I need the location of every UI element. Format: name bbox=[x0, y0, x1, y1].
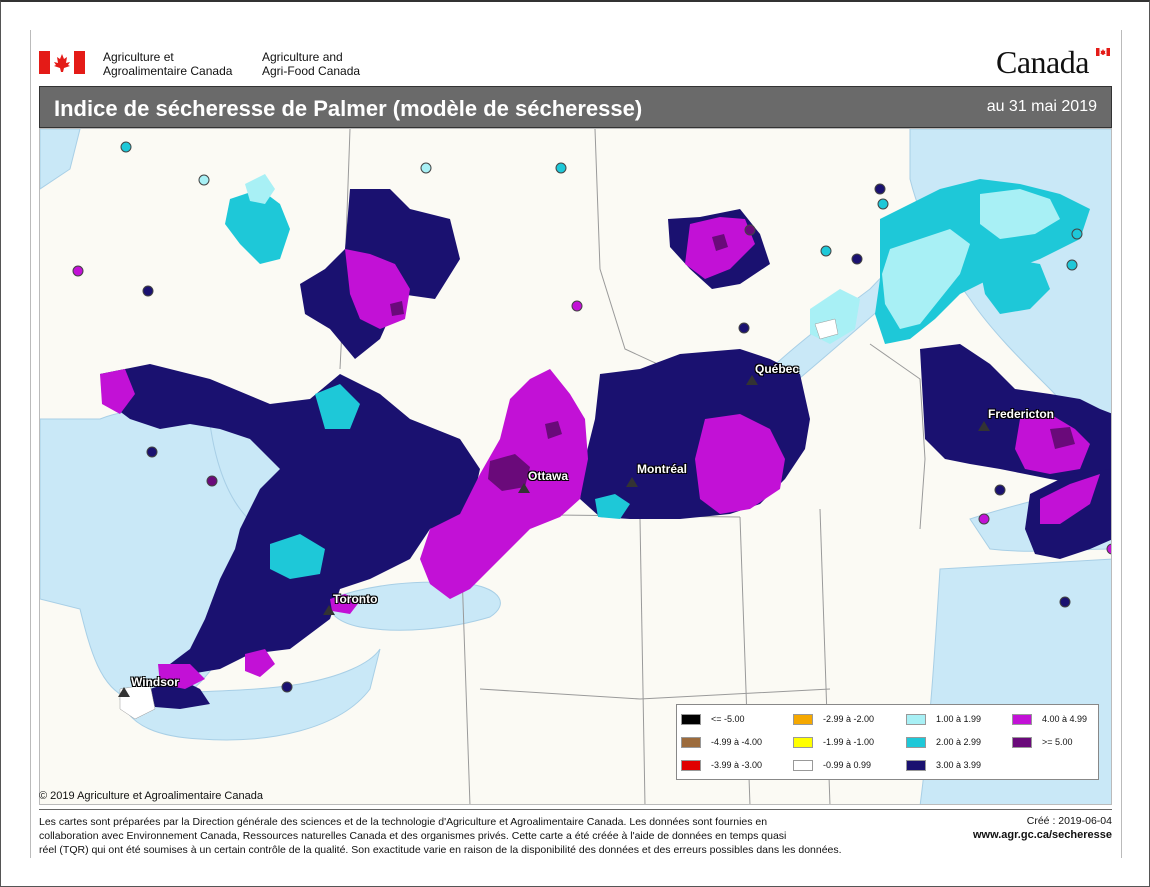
region-class-neutral bbox=[119, 318, 839, 720]
dept-fr-line2: Agroalimentaire Canada bbox=[103, 64, 233, 78]
gaspe-upper-lightcyan bbox=[980, 189, 1060, 239]
legend-label: 1.00 à 1.99 bbox=[936, 714, 982, 724]
gaspe-east-cyan bbox=[980, 259, 1050, 314]
footer-divider bbox=[39, 809, 1112, 810]
canada-wordmark: Canada bbox=[996, 44, 1089, 80]
footer-disclaimer: Les cartes sont préparées par la Directi… bbox=[39, 815, 919, 857]
dept-en-line1: Agriculture and bbox=[262, 50, 343, 64]
nb-purple bbox=[1050, 427, 1075, 449]
canada-flag-icon bbox=[39, 51, 85, 74]
map-legend: <= -5.00 -4.99 à -4.00 -3.99 à -3.00 -2.… bbox=[676, 704, 1099, 780]
legend-swatch bbox=[1012, 714, 1032, 725]
toronto-marker bbox=[323, 605, 335, 615]
windsor-area bbox=[150, 679, 210, 709]
department-name-english: Agriculture and Agri-Food Canada bbox=[262, 50, 360, 78]
legend-swatch bbox=[1012, 737, 1032, 748]
lake-huron-shore-magenta bbox=[100, 369, 135, 414]
northwest-cyan bbox=[225, 189, 290, 264]
legend-swatch bbox=[681, 760, 701, 771]
legend-label: <= -5.00 bbox=[711, 714, 745, 724]
northwest-lightcyan bbox=[245, 174, 275, 204]
dept-en-line2: Agri-Food Canada bbox=[262, 64, 361, 78]
quebec-marker bbox=[746, 375, 758, 385]
city-markers bbox=[118, 375, 990, 697]
station-dots bbox=[72, 141, 1111, 693]
legend-label: -3.99 à -3.00 bbox=[711, 760, 763, 770]
eastern-townships-magenta bbox=[695, 414, 785, 514]
legend-swatch bbox=[906, 714, 926, 725]
windsor-magenta bbox=[158, 664, 205, 689]
lake-superior bbox=[40, 129, 81, 190]
ottawa-marker bbox=[518, 483, 530, 493]
fredericton-marker bbox=[978, 421, 990, 431]
northwest-purple bbox=[390, 301, 404, 316]
north-shore-lightcyan bbox=[810, 289, 860, 344]
legend-swatch bbox=[681, 737, 701, 748]
website-link[interactable]: www.agr.gc.ca/secheresse bbox=[972, 829, 1112, 841]
ottawa-purple bbox=[488, 454, 530, 491]
montreal-cyan bbox=[595, 494, 630, 519]
montreal-marker bbox=[626, 477, 638, 487]
legend-label: -1.99 à -1.00 bbox=[823, 737, 875, 747]
city-label-windsor: Windsor bbox=[131, 675, 179, 689]
map-canvas bbox=[40, 129, 1111, 804]
legend-swatch bbox=[906, 737, 926, 748]
lake-erie bbox=[119, 648, 381, 741]
windsor-white bbox=[119, 683, 156, 720]
abitibi-purple bbox=[712, 234, 728, 251]
map-title-bar: Indice de sécheresse de Palmer (modèle d… bbox=[39, 86, 1112, 128]
ottawa-dot-purple bbox=[545, 421, 562, 439]
legend-label: >= 5.00 bbox=[1042, 737, 1073, 747]
legend-swatch bbox=[793, 760, 813, 771]
dept-fr-line1: Agriculture et bbox=[103, 50, 174, 64]
legend-label: 4.00 à 4.99 bbox=[1042, 714, 1088, 724]
quebec-white bbox=[814, 318, 839, 340]
wordmark-flag-icon bbox=[1096, 48, 1110, 56]
huron-cyan bbox=[315, 384, 360, 429]
footer-text-line1: Les cartes sont préparées par la Directi… bbox=[39, 816, 768, 828]
lake-erie-magenta bbox=[245, 649, 275, 677]
city-label-toronto: Toronto bbox=[333, 592, 378, 606]
nova-scotia-magenta bbox=[1040, 474, 1100, 524]
legend-swatch bbox=[793, 737, 813, 748]
georgian-cyan bbox=[270, 534, 325, 579]
gaspe-lightcyan bbox=[882, 229, 970, 329]
windsor-marker bbox=[118, 687, 130, 697]
legend-label: 2.00 à 2.99 bbox=[936, 737, 982, 747]
city-label-montreal: Montréal bbox=[637, 462, 688, 476]
new-brunswick-magenta bbox=[1015, 414, 1090, 474]
legend-swatch bbox=[793, 714, 813, 725]
region-class-1 bbox=[245, 174, 1060, 344]
legend-label: -4.99 à -4.00 bbox=[711, 737, 763, 747]
legend-swatch bbox=[681, 714, 701, 725]
footer-text-line2: collaboration avec Environnement Canada,… bbox=[39, 830, 787, 842]
city-label-fredericton: Fredericton bbox=[988, 407, 1055, 421]
department-name-french: Agriculture et Agroalimentaire Canada bbox=[103, 50, 232, 78]
created-date: Créé : 2019-06-04 bbox=[1026, 815, 1112, 827]
legend-label: -0.99 à 0.99 bbox=[823, 760, 872, 770]
legend-label: 3.00 à 3.99 bbox=[936, 760, 982, 770]
city-label-quebec: Québec bbox=[755, 362, 800, 376]
toronto-magenta bbox=[330, 594, 360, 614]
legend-swatch bbox=[906, 760, 926, 771]
city-label-ottawa: Ottawa bbox=[528, 469, 569, 483]
map-date: au 31 mai 2019 bbox=[986, 98, 1097, 115]
legend-label: -2.99 à -2.00 bbox=[823, 714, 875, 724]
southern-ontario-main bbox=[100, 364, 480, 674]
footer-text-line3: réel (TQR) qui ont été soumises à un cer… bbox=[39, 844, 842, 856]
copyright-notice: © 2019 Agriculture et Agroalimentaire Ca… bbox=[39, 790, 263, 802]
map-title: Indice de sécheresse de Palmer (modèle d… bbox=[54, 96, 643, 121]
drought-map: Québec Fredericton Montréal Ottawa Toron… bbox=[39, 128, 1112, 805]
region-class-5 bbox=[390, 234, 1075, 491]
